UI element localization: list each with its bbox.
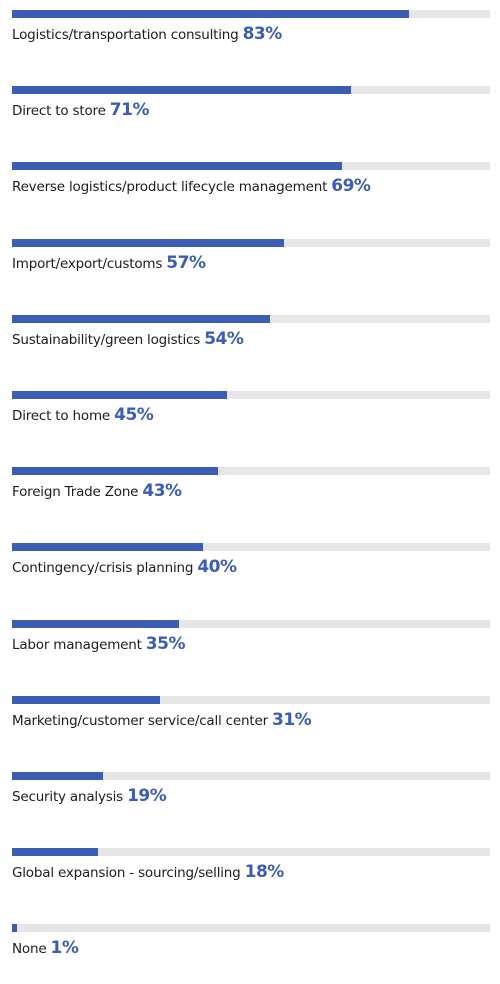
bar-fill — [12, 848, 98, 857]
bar-track — [12, 467, 490, 476]
value-label: 40% — [197, 557, 237, 578]
bar-fill — [12, 543, 203, 552]
bar-track — [12, 619, 490, 628]
category-label: Reverse logistics/product lifecycle mana… — [12, 179, 328, 196]
bar-label: Direct to store 71% — [12, 100, 150, 121]
bar-row: Direct to home 45% — [12, 391, 490, 451]
bar-label: Import/export/customs 57% — [12, 252, 206, 273]
category-label: Marketing/customer service/call center — [12, 712, 268, 729]
category-label: Logistics/transportation consulting — [12, 27, 239, 43]
bar-row: Security analysis 19% — [12, 772, 490, 832]
category-label: Labor management — [12, 636, 142, 653]
bar-track — [12, 924, 490, 933]
category-label: Security analysis — [12, 789, 123, 805]
value-label: 71% — [109, 100, 150, 121]
bar-label: Marketing/customer service/call center 3… — [12, 709, 312, 730]
bar-fill — [12, 162, 342, 171]
bar-label: Global expansion - sourcing/selling 18% — [12, 862, 284, 882]
bar-row: Import/export/customs 57% — [12, 238, 490, 299]
category-label: Foreign Trade Zone — [12, 484, 139, 501]
value-label: 35% — [145, 633, 186, 654]
value-label: 31% — [272, 709, 312, 730]
bar-fill — [12, 10, 409, 18]
bar-label: Security analysis 19% — [12, 786, 167, 806]
bar-label: Sustainability/green logistics 54% — [12, 328, 244, 349]
bar-label: Foreign Trade Zone 43% — [12, 481, 182, 501]
bar-row: None 1% — [12, 924, 490, 984]
bar-track — [12, 848, 490, 857]
bar-row: Sustainability/green logistics 54% — [12, 314, 490, 375]
bar-label: Contingency/crisis planning 40% — [12, 557, 237, 577]
bar-fill — [12, 772, 103, 780]
bar-row: Contingency/crisis planning 40% — [12, 543, 490, 603]
bar-row: Marketing/customer service/call center 3… — [12, 695, 490, 756]
bar-row: Logistics/transportation consulting 83% — [12, 10, 490, 70]
value-label: 45% — [114, 405, 154, 425]
bar-row: Foreign Trade Zone 43% — [12, 467, 490, 527]
category-label: None — [12, 941, 47, 958]
value-label: 43% — [142, 481, 182, 502]
value-label: 54% — [204, 328, 244, 349]
bar-label: None 1% — [12, 938, 79, 959]
bar-track — [12, 695, 490, 704]
value-label: 18% — [244, 862, 285, 883]
bar-fill — [12, 314, 270, 323]
value-label: 19% — [127, 786, 167, 806]
bar-fill — [12, 619, 179, 628]
category-label: Direct to store — [12, 103, 106, 120]
bar-fill — [12, 391, 227, 399]
bar-fill — [12, 238, 284, 247]
bar-track — [12, 391, 490, 399]
bar-track — [12, 772, 490, 780]
category-label: Global expansion - sourcing/selling — [12, 865, 241, 882]
value-label: 83% — [242, 24, 283, 44]
category-label: Sustainability/green logistics — [12, 331, 201, 348]
bar-row: Reverse logistics/product lifecycle mana… — [12, 162, 490, 222]
category-label: Contingency/crisis planning — [12, 560, 194, 577]
bar-label: Reverse logistics/product lifecycle mana… — [12, 176, 371, 197]
value-label: 1% — [50, 938, 79, 959]
bar-row: Direct to store 71% — [12, 86, 490, 146]
bar-label: Direct to home 45% — [12, 405, 154, 425]
bar-fill — [12, 695, 160, 704]
bar-track — [12, 543, 490, 552]
category-label: Direct to home — [12, 408, 111, 424]
category-label: Import/export/customs — [12, 255, 163, 272]
value-label: 69% — [331, 176, 371, 197]
bar-fill — [12, 86, 351, 95]
bar-fill — [12, 467, 218, 476]
bar-label: Logistics/transportation consulting 83% — [12, 24, 282, 44]
value-label: 57% — [166, 252, 206, 273]
bar-row: Global expansion - sourcing/selling 18% — [12, 848, 490, 908]
bar-label: Labor management 35% — [12, 633, 186, 654]
bar-row: Labor management 35% — [12, 619, 490, 680]
bar-fill — [12, 924, 17, 933]
